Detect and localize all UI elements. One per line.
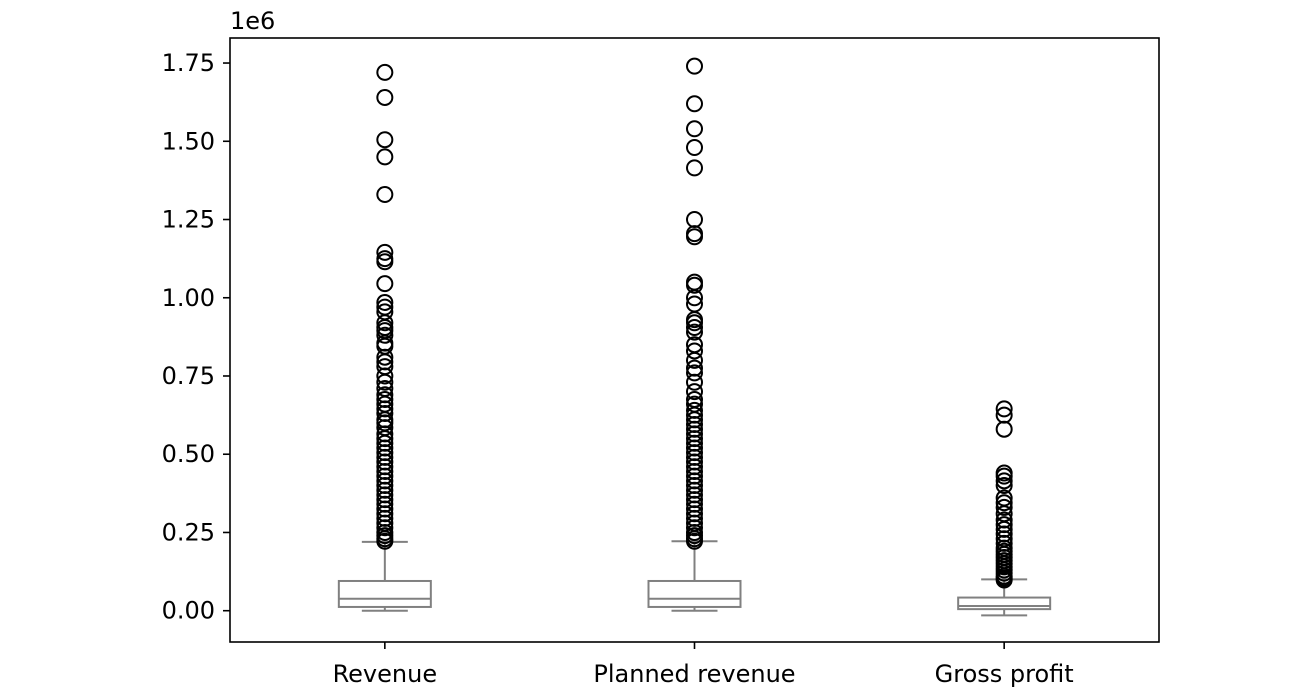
outlier-point bbox=[686, 318, 703, 336]
outlier-point bbox=[376, 314, 394, 332]
outlier-point bbox=[376, 367, 394, 385]
outlier-point bbox=[376, 532, 394, 550]
outlier-point bbox=[376, 63, 394, 81]
y-tick-label: 0.25 bbox=[162, 518, 215, 546]
outlier-point bbox=[376, 243, 394, 261]
outlier-point bbox=[376, 148, 394, 166]
outlier-point bbox=[686, 373, 703, 391]
outlier-point bbox=[686, 519, 703, 537]
outlier-point bbox=[686, 159, 703, 177]
outlier-point bbox=[686, 351, 703, 369]
outlier-point bbox=[686, 95, 703, 113]
outlier-point bbox=[995, 498, 1013, 516]
x-tick-label: Revenue bbox=[333, 660, 438, 688]
y-tick-label: 0.75 bbox=[162, 362, 215, 390]
outlier-point bbox=[995, 420, 1013, 438]
box-iqr bbox=[647, 579, 742, 608]
outlier-point bbox=[686, 323, 703, 341]
outlier-point bbox=[995, 472, 1013, 490]
outlier-point bbox=[686, 532, 703, 550]
outlier-point bbox=[376, 293, 394, 311]
outlier-point bbox=[376, 519, 394, 537]
outlier-point bbox=[686, 139, 703, 157]
outlier-point bbox=[686, 383, 703, 401]
outlier-point bbox=[686, 276, 703, 294]
y-tick-label: 1.00 bbox=[162, 284, 215, 312]
outlier-point bbox=[376, 88, 394, 106]
outlier-point bbox=[376, 131, 394, 149]
x-tick-label: Gross profit bbox=[935, 660, 1074, 688]
outlier-point bbox=[995, 571, 1013, 589]
outlier-point bbox=[376, 326, 394, 344]
outlier-point bbox=[376, 275, 394, 293]
y-tick-label: 0.50 bbox=[162, 440, 215, 468]
outlier-point bbox=[686, 314, 703, 332]
box-iqr bbox=[957, 596, 1052, 611]
outlier-point bbox=[995, 494, 1013, 512]
y-tick-label: 1.25 bbox=[162, 206, 215, 234]
y-axis-offset-label: 1e6 bbox=[230, 7, 275, 35]
outlier-point bbox=[686, 289, 703, 307]
outlier-point bbox=[995, 467, 1013, 485]
x-tick-label: Planned revenue bbox=[593, 660, 795, 688]
outlier-point bbox=[686, 211, 703, 229]
outlier-point bbox=[686, 364, 703, 382]
outlier-point bbox=[686, 228, 703, 246]
outlier-point bbox=[376, 373, 394, 391]
y-tick-label: 0.00 bbox=[162, 597, 215, 625]
outlier-point bbox=[995, 400, 1013, 418]
outlier-point bbox=[686, 120, 703, 138]
outlier-point bbox=[686, 57, 703, 75]
y-tick-label: 1.50 bbox=[162, 127, 215, 155]
y-tick-label: 1.75 bbox=[162, 49, 215, 77]
outlier-point bbox=[376, 253, 394, 271]
outlier-point bbox=[376, 185, 394, 203]
outlier-point bbox=[376, 348, 394, 366]
outlier-point bbox=[686, 342, 703, 360]
outlier-point bbox=[995, 477, 1013, 495]
box-iqr bbox=[337, 579, 432, 608]
